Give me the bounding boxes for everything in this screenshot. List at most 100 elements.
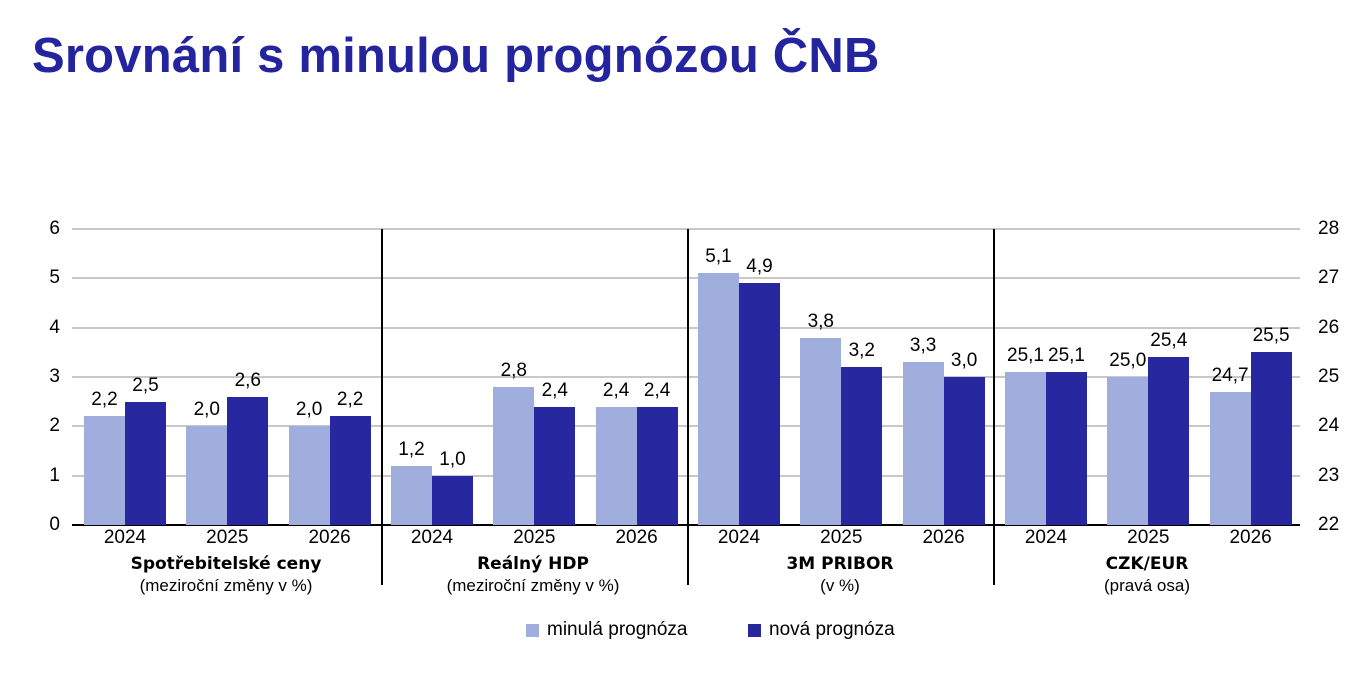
x-tick-year: 2024 <box>1024 527 1068 548</box>
y-tick-left: 2 <box>49 415 60 437</box>
value-label-new: 4,9 <box>746 256 773 278</box>
value-label-new: 25,4 <box>1150 330 1188 352</box>
value-label-new: 2,4 <box>643 379 671 401</box>
gridline <box>72 425 1300 428</box>
group-separator <box>381 229 383 585</box>
x-tick-year: 2025 <box>513 527 556 548</box>
group-subtitle: (meziroční změny v %) <box>139 576 313 595</box>
value-label-previous: 3,8 <box>807 310 834 332</box>
group-title: CZK/EUR <box>1105 554 1189 574</box>
value-label-previous: 1,2 <box>398 438 425 460</box>
gridline <box>72 228 1300 230</box>
bar-new <box>841 367 883 525</box>
bar-previous <box>391 465 432 525</box>
y-tick-right: 26 <box>1318 316 1340 338</box>
x-tick-year: 2025 <box>206 527 249 548</box>
bar-new <box>534 406 576 525</box>
group-title: Spotřebitelské ceny <box>130 554 322 574</box>
group-separator <box>993 229 995 585</box>
bar-previous <box>698 273 739 525</box>
chart-title: Srovnání s minulou prognózou ČNB <box>32 29 880 83</box>
value-label-new: 1,0 <box>439 448 466 470</box>
value-label-previous: 25,1 <box>1007 345 1044 367</box>
bar-previous <box>595 406 637 525</box>
value-label-previous: 3,3 <box>909 335 937 357</box>
group-separator <box>687 229 689 585</box>
y-tick-right: 25 <box>1318 366 1340 387</box>
y-tick-right: 23 <box>1318 464 1340 486</box>
x-tick-year: 2026 <box>308 527 351 548</box>
bar-previous <box>1005 372 1046 525</box>
y-tick-right: 24 <box>1318 415 1340 437</box>
bar-new <box>1148 357 1190 525</box>
value-label-previous: 25,0 <box>1109 350 1147 371</box>
bar-new <box>739 283 780 525</box>
x-tick-year: 2025 <box>1127 527 1170 548</box>
x-tick-year: 2026 <box>615 527 658 548</box>
bar-previous <box>186 426 228 525</box>
value-label-previous: 2,0 <box>193 399 220 421</box>
value-label-previous: 24,7 <box>1211 364 1249 386</box>
group-subtitle: (pravá osa) <box>1104 576 1190 595</box>
value-label-new: 2,5 <box>132 374 159 396</box>
x-tick-year: 2026 <box>922 527 965 548</box>
y-tick-left: 3 <box>49 366 60 387</box>
value-label-new: 2,6 <box>234 369 261 391</box>
bar-new <box>125 401 166 525</box>
value-label-previous: 2,0 <box>295 399 323 421</box>
value-label-previous: 2,8 <box>500 359 527 381</box>
legend-item-previous: minulá prognóza <box>526 619 687 641</box>
legend: minulá prognóza nová prognóza <box>0 619 1365 643</box>
value-label-previous: 2,2 <box>91 389 118 411</box>
x-tick-year: 2024 <box>103 527 147 548</box>
x-axis <box>72 524 1300 526</box>
x-tick-year: 2024 <box>717 527 761 548</box>
y-tick-left: 1 <box>49 464 60 486</box>
bar-previous <box>1209 391 1251 525</box>
x-tick-year: 2025 <box>820 527 863 548</box>
y-tick-right: 27 <box>1318 267 1340 289</box>
y-tick-left: 4 <box>49 316 60 338</box>
value-label-previous: 2,4 <box>602 379 630 401</box>
value-label-new: 3,0 <box>950 350 978 371</box>
y-tick-left: 5 <box>49 267 60 289</box>
legend-label-previous: minulá prognóza <box>547 619 688 640</box>
bar-previous <box>800 337 842 525</box>
bar-new <box>227 396 269 525</box>
value-label-new: 3,2 <box>848 340 875 362</box>
x-tick-year: 2026 <box>1229 527 1272 548</box>
gridline <box>72 326 1300 329</box>
bar-new <box>1250 352 1292 525</box>
y-tick-left: 0 <box>49 514 60 535</box>
group-subtitle: (meziroční změny v %) <box>446 576 620 595</box>
gridline <box>72 474 1300 477</box>
bar-new <box>1046 372 1087 525</box>
bar-previous <box>902 362 944 525</box>
legend-swatch-new-icon <box>748 623 761 637</box>
value-label-new: 25,1 <box>1048 345 1085 367</box>
x-tick-year: 2024 <box>410 527 454 548</box>
bar-new <box>329 416 371 525</box>
value-label-previous: 5,1 <box>705 246 732 268</box>
value-label-new: 2,4 <box>541 379 568 401</box>
legend-label-new: nová prognóza <box>769 619 895 640</box>
legend-swatch-previous-icon <box>526 623 539 637</box>
gridline <box>72 277 1300 280</box>
gridline <box>72 376 1300 378</box>
group-title: 3M PRIBOR <box>786 554 894 574</box>
bar-previous <box>288 426 330 525</box>
group-subtitle: (v %) <box>820 576 860 595</box>
y-tick-right: 22 <box>1318 514 1340 535</box>
bar-previous <box>1107 377 1149 525</box>
value-label-new: 25,5 <box>1252 325 1290 347</box>
bar-new <box>943 377 985 525</box>
bar-new <box>432 475 473 525</box>
group-title: Reálný HDP <box>477 554 589 574</box>
bar-new <box>636 406 678 525</box>
bar-previous <box>493 386 535 525</box>
y-tick-right: 28 <box>1318 218 1340 239</box>
legend-item-new: nová prognóza <box>748 619 895 641</box>
y-tick-left: 6 <box>49 218 60 239</box>
value-label-new: 2,2 <box>336 389 364 411</box>
